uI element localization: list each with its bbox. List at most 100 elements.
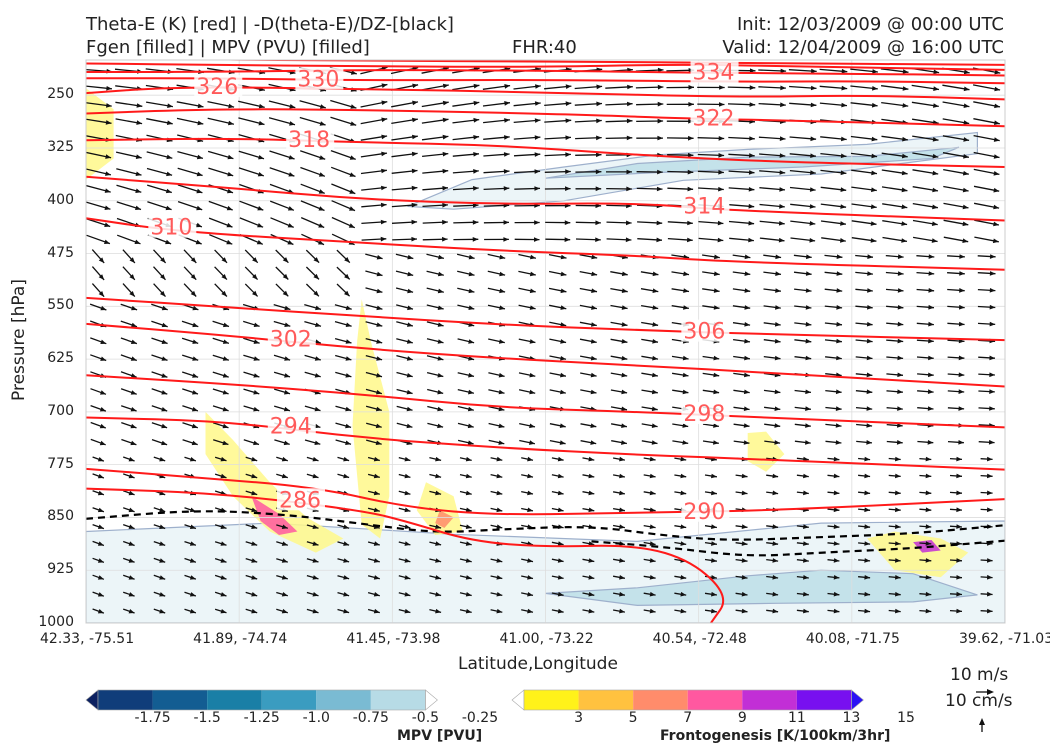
circulation-vector	[457, 372, 475, 378]
circulation-vector	[214, 473, 227, 479]
circulation-vector	[177, 150, 204, 160]
circulation-vector	[275, 283, 289, 297]
circulation-vector	[183, 266, 197, 281]
colorbar-cell	[578, 690, 634, 710]
circulation-vector	[151, 320, 168, 328]
circulation-vector	[610, 423, 628, 428]
circulation-vector	[759, 170, 786, 175]
circulation-vector	[759, 220, 785, 226]
circulation-vector	[214, 283, 228, 297]
circulation-vector	[827, 524, 840, 529]
circulation-vector	[426, 355, 444, 361]
circulation-vector	[181, 371, 199, 378]
circulation-vector	[238, 150, 265, 160]
circulation-vector	[361, 185, 387, 191]
circulation-vector	[365, 253, 383, 260]
circulation-vector	[643, 490, 656, 496]
circulation-vector	[396, 321, 414, 327]
circulation-vector	[521, 558, 534, 563]
circulation-vector	[827, 541, 840, 546]
circulation-vector	[391, 117, 419, 125]
circulation-vector	[91, 283, 105, 298]
circulation-vector	[398, 524, 411, 529]
x-tick-label: 41.00, -73.22	[499, 631, 594, 647]
circulation-vector	[579, 338, 597, 344]
circulation-vector	[704, 558, 717, 563]
circulation-vector	[427, 422, 444, 429]
circulation-vector	[305, 249, 320, 264]
circulation-vector	[610, 321, 628, 327]
circulation-vector	[880, 68, 909, 74]
circulation-vector	[643, 591, 656, 597]
circulation-vector	[641, 440, 658, 445]
circulation-vector	[763, 338, 781, 344]
circulation-vector	[391, 185, 418, 191]
circulation-vector	[549, 439, 566, 445]
circulation-vector	[122, 456, 135, 462]
forecast-hour: FHR:40	[512, 37, 577, 58]
circulation-vector	[919, 456, 932, 462]
circulation-vector	[912, 169, 939, 176]
circulation-vector	[636, 135, 664, 141]
circulation-vector	[704, 490, 717, 496]
circulation-vector	[457, 388, 475, 395]
circulation-vector	[794, 338, 812, 344]
colorbar-cell	[742, 690, 797, 710]
circulation-vector	[398, 507, 411, 513]
circulation-vector	[980, 456, 993, 462]
circulation-vector	[610, 287, 628, 293]
circulation-vector	[794, 423, 811, 428]
circulation-vector	[457, 304, 475, 310]
circulation-vector	[582, 575, 595, 580]
frontogenesis-region	[251, 496, 298, 535]
circulation-vector	[490, 473, 503, 479]
circulation-vector	[549, 372, 567, 378]
x-tick-label: 40.08, -71.75	[805, 631, 900, 647]
circulation-vector	[392, 236, 418, 242]
circulation-vector	[153, 456, 166, 462]
circulation-vector	[521, 507, 534, 513]
circulation-vector	[90, 438, 106, 446]
mpv-region	[545, 569, 978, 607]
circulation-vector	[514, 220, 540, 225]
circulation-vector	[176, 101, 204, 109]
circulation-vector	[429, 558, 442, 563]
circulation-vector	[365, 270, 383, 277]
circulation-vector	[214, 557, 227, 563]
circulation-vector	[886, 423, 903, 428]
circulation-vector	[238, 167, 264, 177]
circulation-vector	[398, 541, 411, 546]
frontogenesis-region	[435, 510, 454, 528]
circulation-vector	[582, 456, 595, 462]
circulation-vector	[459, 456, 472, 462]
circulation-vector	[796, 608, 809, 614]
circulation-vector	[276, 456, 288, 462]
circulation-vector	[367, 490, 380, 496]
circulation-vector	[919, 558, 932, 563]
circulation-vector	[919, 490, 932, 496]
circulation-vector	[452, 135, 480, 141]
circulation-vector	[636, 118, 664, 124]
circulation-vector	[850, 135, 878, 142]
circulation-vector	[881, 186, 908, 193]
colorbar-cell	[851, 689, 864, 711]
circulation-vector	[336, 283, 351, 297]
circulation-vector	[300, 217, 325, 229]
circulation-vector	[735, 575, 748, 580]
circulation-vector	[151, 371, 168, 378]
circulation-vector	[697, 169, 724, 175]
circulation-vector	[820, 186, 847, 192]
circulation-vector	[764, 423, 781, 428]
circulation-vector	[243, 371, 260, 378]
circulation-vector	[514, 186, 541, 191]
circulation-vector	[641, 389, 658, 395]
y-tick-label: 250	[47, 86, 74, 103]
circulation-vector	[337, 524, 350, 529]
circulation-vector	[396, 338, 413, 344]
circulation-vector	[243, 320, 260, 328]
circulation-vector	[912, 219, 938, 226]
circulation-vector	[579, 355, 597, 361]
circulation-vector	[490, 592, 503, 597]
theta-e-contours	[86, 60, 1005, 623]
circulation-vector	[855, 372, 873, 378]
